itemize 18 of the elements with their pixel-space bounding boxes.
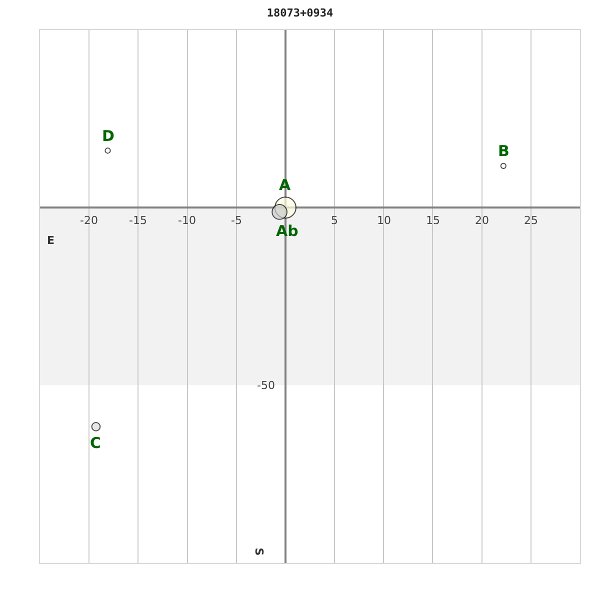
x-tick-label: 25 (524, 214, 538, 227)
x-tick-label: 10 (377, 214, 391, 227)
annotation: D (102, 127, 114, 145)
annotation: Ab (276, 222, 299, 240)
annotation: C (90, 434, 102, 452)
annotation: E (47, 234, 55, 247)
annotation: B (498, 142, 510, 160)
x-tick-label: 20 (475, 214, 489, 227)
x-tick-label: -20 (80, 214, 98, 227)
x-tick-label: 15 (426, 214, 440, 227)
annotation: A (279, 176, 291, 194)
annotation: -50 (257, 379, 275, 392)
text: S (252, 548, 266, 556)
x-tick-label: -10 (178, 214, 196, 227)
x-tick-label: -15 (129, 214, 147, 227)
x-tick-label: 5 (331, 214, 338, 227)
chart-title: 18073+0934 (266, 6, 334, 20)
x-tick-label: -5 (231, 214, 242, 227)
